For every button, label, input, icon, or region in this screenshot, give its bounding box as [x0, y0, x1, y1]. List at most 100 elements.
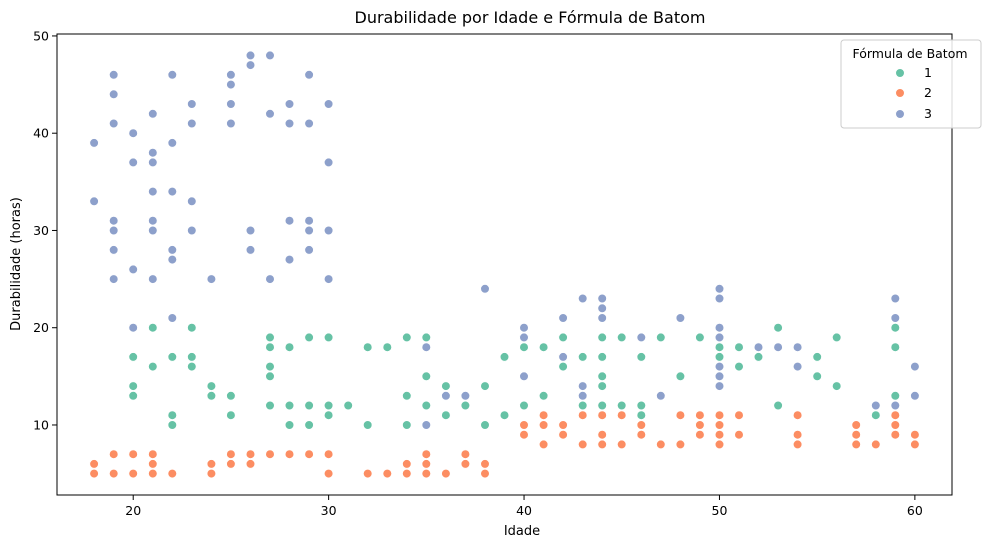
x-tick-label: 40: [516, 503, 532, 518]
data-point-series-3: [324, 274, 334, 284]
data-point-series-2: [636, 430, 646, 440]
data-point-series-2: [421, 469, 431, 479]
data-point-series-1: [636, 400, 646, 411]
data-point-series-1: [519, 342, 529, 352]
data-point-series-2: [656, 439, 666, 450]
data-point-series-2: [89, 469, 99, 479]
legend: Fórmula de Batom 1 2 3: [840, 39, 982, 129]
data-point-series-2: [148, 459, 158, 469]
data-point-series-3: [187, 196, 197, 206]
data-point-series-2: [363, 469, 373, 479]
data-point-series-1: [558, 332, 568, 343]
data-point-series-3: [109, 274, 119, 284]
data-point-series-2: [421, 459, 431, 469]
data-point-series-2: [460, 449, 471, 459]
data-point-series-2: [480, 469, 490, 479]
data-point-series-3: [226, 118, 236, 129]
data-point-series-1: [890, 323, 900, 333]
data-point-series-1: [558, 362, 568, 372]
data-point-series-2: [851, 420, 861, 430]
data-point-series-3: [519, 332, 529, 343]
data-point-series-3: [519, 323, 529, 333]
data-point-series-3: [148, 274, 158, 284]
data-point-series-1: [538, 342, 549, 352]
data-point-series-3: [109, 245, 119, 255]
data-point-series-2: [558, 430, 568, 440]
data-point-series-1: [675, 371, 686, 381]
data-point-series-3: [578, 381, 588, 391]
legend-label-3: 3: [924, 106, 932, 121]
data-point-series-3: [109, 70, 119, 80]
data-point-series-2: [128, 449, 138, 459]
data-point-series-1: [363, 420, 373, 430]
x-axis-ticks: 20 30 40 50 60: [125, 495, 923, 518]
data-point-series-1: [148, 362, 158, 372]
data-point-series-3: [890, 293, 900, 304]
chart-title: Durabilidade por Idade e Fórmula de Bato…: [355, 8, 706, 27]
data-point-series-1: [148, 323, 158, 333]
data-point-series-1: [128, 391, 138, 401]
data-point-series-3: [265, 109, 275, 119]
data-point-series-1: [304, 332, 314, 343]
data-point-series-1: [773, 400, 783, 411]
data-point-series-2: [871, 439, 881, 450]
data-point-series-3: [714, 371, 725, 381]
data-point-series-2: [167, 469, 177, 479]
data-point-series-1: [265, 362, 275, 372]
data-point-series-1: [128, 352, 138, 362]
data-point-series-2: [382, 469, 392, 479]
data-point-series-3: [245, 245, 256, 255]
data-point-series-3: [714, 323, 725, 333]
data-point-series-1: [402, 391, 412, 401]
data-point-series-1: [538, 391, 549, 401]
data-point-series-3: [324, 225, 334, 236]
data-point-series-1: [284, 400, 295, 411]
data-point-series-1: [597, 371, 607, 381]
y-axis-label: Durabilidade (horas): [9, 197, 24, 331]
data-point-series-2: [792, 410, 803, 420]
data-point-series-1: [284, 342, 295, 352]
data-point-series-2: [890, 410, 900, 420]
data-point-series-1: [597, 381, 607, 391]
x-tick-label: 50: [712, 503, 728, 518]
data-point-series-3: [675, 313, 686, 323]
data-point-series-3: [226, 70, 236, 80]
data-point-series-3: [714, 381, 725, 391]
data-point-series-1: [734, 342, 744, 352]
data-point-series-3: [226, 79, 236, 90]
data-point-series-3: [714, 332, 725, 343]
data-point-series-3: [109, 118, 119, 129]
data-point-series-3: [578, 391, 588, 401]
data-point-series-3: [597, 313, 607, 323]
data-point-series-2: [890, 420, 900, 430]
data-point-series-3: [480, 284, 490, 294]
data-point-series-3: [558, 352, 568, 362]
data-point-series-2: [245, 449, 256, 459]
data-point-series-2: [617, 439, 627, 450]
series-3: [89, 50, 920, 430]
data-point-series-2: [324, 469, 334, 479]
data-point-series-3: [167, 245, 177, 255]
data-point-series-1: [597, 332, 607, 343]
data-point-series-2: [538, 420, 549, 430]
data-point-series-2: [695, 430, 705, 440]
data-point-series-3: [89, 196, 99, 206]
data-point-series-3: [128, 264, 138, 275]
data-point-series-2: [792, 439, 803, 450]
data-point-series-1: [890, 342, 900, 352]
data-point-series-3: [167, 70, 177, 80]
data-point-series-2: [206, 469, 216, 479]
data-point-series-1: [812, 371, 822, 381]
data-point-series-1: [324, 332, 334, 343]
data-point-series-2: [441, 469, 451, 479]
data-point-series-3: [265, 50, 275, 61]
data-point-series-3: [284, 99, 295, 109]
data-point-series-3: [324, 157, 334, 167]
data-point-series-3: [578, 293, 588, 304]
data-points: [89, 50, 920, 479]
data-point-series-3: [187, 225, 197, 236]
data-point-series-3: [128, 128, 138, 138]
data-point-series-1: [421, 400, 431, 411]
data-point-series-2: [109, 449, 119, 459]
